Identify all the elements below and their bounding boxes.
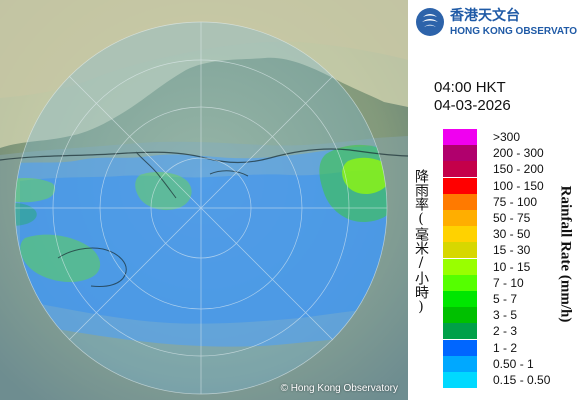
radar-svg	[0, 0, 408, 400]
legend-color-swatch	[443, 161, 477, 178]
legend-chinese-title: 降雨率(毫米/小時)	[413, 169, 429, 315]
legend-value-label: >300	[493, 130, 521, 144]
legend-english-title: Rainfall Rate (mm/h)	[555, 169, 575, 339]
legend-color-swatch	[443, 307, 477, 324]
legend-color-swatch	[443, 339, 477, 356]
rain-cell-southwest	[20, 234, 101, 283]
rain-core-east	[342, 157, 387, 194]
legend-color-swatch	[443, 355, 477, 372]
river-mouth-line	[135, 151, 177, 199]
logo-english-text: HONG KONG OBSERVATORY	[450, 26, 577, 37]
copyright-text: © Hong Kong Observatory	[280, 383, 398, 394]
range-grid	[14, 21, 388, 395]
legend-value-label: 7 - 10	[493, 275, 524, 290]
legend-value-label: 3 - 5	[493, 308, 518, 323]
legend-value-label: 1 - 2	[493, 340, 518, 355]
legend-color-swatch	[443, 129, 477, 145]
legend-color-swatch	[443, 210, 477, 226]
legend-english-title-text: Rainfall Rate (mm/h)	[557, 185, 574, 323]
legend-color-swatch	[443, 372, 477, 388]
main-coastline	[0, 148, 408, 164]
rain-cell-central	[135, 172, 192, 211]
rain-echo-layer	[15, 144, 387, 347]
harbour-outline	[209, 170, 249, 177]
radar-date: 04-03-2026	[434, 97, 511, 114]
legend-color-swatch	[443, 274, 477, 291]
diagonal-grid-b	[68, 75, 334, 341]
light-rain-area	[15, 146, 387, 347]
legend-color-swatch	[443, 242, 477, 259]
legend-value-label: 5 - 7	[493, 292, 518, 306]
legend-value-label: 30 - 50	[493, 227, 531, 242]
logo-chinese-text: 香港天文台	[450, 8, 520, 24]
hko-logo: 香港天文台 HONG KONG OBSERVATORY	[415, 6, 577, 40]
legend-value-label: 0.15 - 0.50	[493, 373, 551, 387]
legend-value-label: 150 - 200	[493, 162, 544, 177]
legend-color-swatch	[443, 291, 477, 307]
legend-value-label: 200 - 300	[493, 146, 544, 161]
legend-value-label: 0.50 - 1	[493, 356, 534, 371]
legend-value-label: 100 - 150	[493, 178, 544, 193]
observatory-logo-icon	[416, 8, 444, 36]
legend-value-label: 10 - 15	[493, 259, 531, 274]
legend-color-swatch	[443, 193, 477, 210]
island-outline	[57, 247, 127, 287]
legend-color-swatch	[443, 258, 477, 275]
coastline-layer	[0, 148, 408, 287]
moderate-rain-area	[20, 170, 387, 324]
legend-panel: 香港天文台 HONG KONG OBSERVATORY 04:00 HKT 04…	[408, 0, 577, 400]
radar-map: © Hong Kong Observatory	[0, 0, 408, 400]
legend-value-label: 2 - 3	[493, 324, 518, 339]
rain-cell-west	[15, 178, 56, 203]
legend-color-swatch	[443, 323, 477, 340]
mountain-land	[0, 0, 408, 98]
legend-color-swatch	[443, 145, 477, 162]
legend-value-label: 75 - 100	[493, 194, 538, 209]
legend-value-label: 15 - 30	[493, 243, 531, 258]
radar-time: 04:00 HKT	[434, 79, 506, 96]
rain-band-west	[15, 202, 37, 226]
legend-color-swatch	[443, 177, 477, 194]
legend-value-label: 50 - 75	[493, 211, 531, 225]
legend-color-swatch	[443, 226, 477, 243]
